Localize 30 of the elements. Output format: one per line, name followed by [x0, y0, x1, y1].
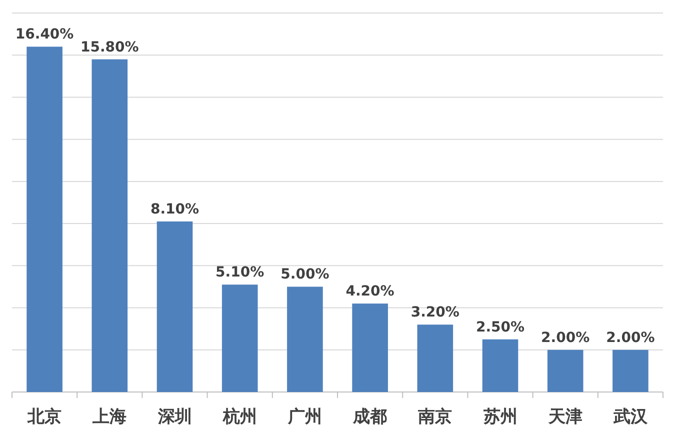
x-tick-label: 天津	[547, 407, 582, 427]
data-label: 2.00%	[606, 330, 655, 346]
x-tick-label: 上海	[92, 407, 127, 427]
data-label: 15.80%	[80, 39, 139, 56]
bar	[547, 350, 584, 392]
bar	[482, 339, 518, 392]
bar	[352, 304, 388, 392]
x-tick-label: 北京	[26, 407, 62, 427]
data-label: 2.50%	[476, 319, 525, 336]
bar	[26, 46, 62, 392]
bar	[222, 284, 258, 392]
data-label: 3.20%	[410, 304, 460, 321]
x-tick-label: 成都	[352, 407, 388, 427]
bar	[287, 286, 323, 392]
data-label: 5.00%	[280, 266, 330, 283]
x-tick-label: 苏州	[482, 407, 518, 427]
bar	[417, 324, 454, 392]
x-tick-label: 武汉	[612, 407, 648, 427]
bar	[612, 350, 648, 392]
x-tick-label: 南京	[417, 407, 452, 427]
data-label: 5.10%	[216, 264, 264, 281]
data-label: 8.10%	[150, 201, 200, 218]
x-tick-label: 杭州	[222, 407, 257, 427]
data-label: 2.00%	[541, 330, 590, 346]
x-tick-label: 深圳	[156, 407, 192, 427]
bar	[156, 221, 193, 392]
data-label: 16.40%	[15, 26, 74, 43]
data-label: 4.20%	[346, 284, 394, 300]
x-tick-label: 广州	[286, 407, 322, 427]
bar	[92, 59, 128, 392]
